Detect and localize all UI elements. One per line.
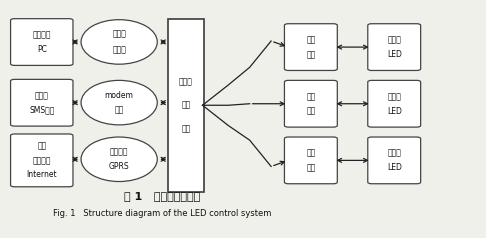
FancyBboxPatch shape [11, 19, 73, 65]
Text: 终端: 终端 [306, 149, 315, 158]
Text: 电脑控制: 电脑控制 [33, 30, 51, 39]
FancyBboxPatch shape [168, 19, 204, 192]
Text: 显示屏: 显示屏 [387, 35, 401, 44]
Text: 串行通: 串行通 [112, 45, 126, 54]
Ellipse shape [81, 137, 157, 182]
Text: 协议: 协议 [181, 101, 191, 110]
Text: PC: PC [37, 45, 47, 54]
FancyBboxPatch shape [368, 80, 421, 127]
FancyBboxPatch shape [368, 137, 421, 184]
Ellipse shape [81, 80, 157, 125]
Text: 终端: 终端 [306, 92, 315, 101]
FancyBboxPatch shape [11, 134, 73, 187]
Text: 通讯: 通讯 [181, 124, 191, 133]
Text: SMS短消: SMS短消 [29, 105, 54, 114]
Text: 无线模块: 无线模块 [110, 147, 128, 156]
Text: LED: LED [387, 163, 401, 172]
Text: Fig. 1   Structure diagram of the LED control system: Fig. 1 Structure diagram of the LED cont… [53, 208, 271, 218]
Text: 网络集群: 网络集群 [33, 156, 51, 165]
Text: 图 1   系统总体结构图: 图 1 系统总体结构图 [124, 191, 200, 201]
Ellipse shape [81, 20, 157, 64]
Text: 控制: 控制 [306, 107, 315, 115]
FancyBboxPatch shape [284, 24, 337, 70]
Text: 短信: 短信 [115, 106, 124, 115]
Text: Internet: Internet [26, 170, 57, 179]
Text: 显示屏: 显示屏 [387, 92, 401, 101]
FancyBboxPatch shape [284, 80, 337, 127]
Text: 控制: 控制 [306, 50, 315, 59]
Text: GPRS: GPRS [109, 162, 129, 171]
Text: 显示屏: 显示屏 [387, 149, 401, 158]
Text: LED: LED [387, 107, 401, 115]
Text: 控制: 控制 [306, 163, 315, 172]
Text: LED: LED [387, 50, 401, 59]
Text: 终端: 终端 [306, 35, 315, 44]
Text: 讯端口: 讯端口 [112, 30, 126, 39]
Text: 息控制: 息控制 [35, 91, 49, 100]
FancyBboxPatch shape [368, 24, 421, 70]
Text: 控制: 控制 [37, 141, 46, 150]
FancyBboxPatch shape [284, 137, 337, 184]
FancyBboxPatch shape [11, 79, 73, 126]
Text: 数据包: 数据包 [179, 78, 193, 86]
Text: modem: modem [104, 90, 134, 99]
